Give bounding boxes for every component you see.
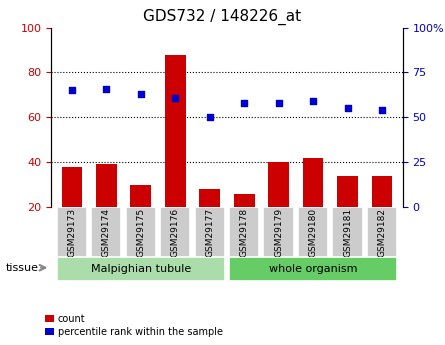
Text: GSM29174: GSM29174 (102, 207, 111, 257)
Text: GSM29177: GSM29177 (205, 207, 214, 257)
Bar (91, 207, 121, 257)
Text: GSM29176: GSM29176 (171, 207, 180, 257)
Point (344, 106, 351, 111)
Bar (57, 257, 225, 281)
Text: whole organism: whole organism (269, 264, 357, 274)
Bar (130, 185, 151, 207)
Text: GSM29181: GSM29181 (343, 207, 352, 257)
Text: GSM29179: GSM29179 (274, 207, 283, 257)
Point (241, 100, 248, 106)
Legend: count, percentile rank within the sample: count, percentile rank within the sample (45, 314, 222, 337)
Bar (268, 162, 289, 207)
Point (103, 86, 110, 91)
Bar (96, 164, 117, 207)
Text: GDS732 / 148226_at: GDS732 / 148226_at (143, 9, 302, 25)
Bar (303, 158, 324, 207)
Bar (194, 207, 225, 257)
Bar (57, 207, 87, 257)
Bar (199, 189, 220, 207)
Point (172, 95, 179, 100)
Point (379, 107, 386, 113)
Bar (125, 207, 156, 257)
Point (68, 88, 75, 93)
Bar (234, 194, 255, 207)
Bar (165, 55, 186, 207)
Bar (160, 207, 190, 257)
Bar (372, 176, 392, 207)
Bar (298, 207, 328, 257)
Text: GSM29178: GSM29178 (240, 207, 249, 257)
Point (137, 91, 144, 97)
Bar (263, 207, 294, 257)
Text: GSM29182: GSM29182 (377, 207, 387, 257)
Text: Malpighian tubule: Malpighian tubule (91, 264, 191, 274)
Text: GSM29180: GSM29180 (309, 207, 318, 257)
Bar (61, 167, 82, 207)
Text: GSM29175: GSM29175 (136, 207, 145, 257)
Text: GSM29173: GSM29173 (67, 207, 77, 257)
Bar (367, 207, 397, 257)
Point (206, 115, 213, 120)
Point (275, 100, 282, 106)
Text: tissue: tissue (5, 264, 38, 273)
Bar (229, 207, 259, 257)
Point (310, 98, 317, 104)
Bar (337, 176, 358, 207)
Bar (229, 257, 397, 281)
Bar (332, 207, 363, 257)
